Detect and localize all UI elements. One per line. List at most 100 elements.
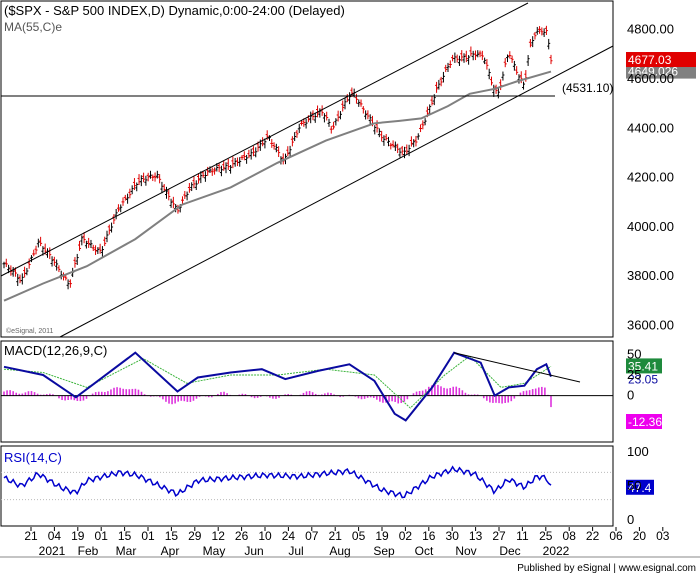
price-bar [407, 144, 411, 157]
x-month-label: 2021 [39, 544, 66, 558]
price-bar [535, 26, 539, 35]
price-bar [501, 71, 505, 81]
price-bar [128, 188, 132, 199]
price-bar [130, 185, 134, 195]
price-bar [52, 256, 56, 266]
macd-tick-label: 50 [627, 346, 641, 361]
macd-line [3, 351, 552, 422]
price-bar [538, 26, 542, 34]
signal-value-badge [626, 358, 662, 374]
price-bar [302, 118, 306, 127]
price-bar [396, 143, 400, 154]
x-day-label: 22 [586, 529, 600, 543]
price-bar [533, 32, 537, 40]
price-bar [210, 167, 214, 176]
price-bar [213, 167, 217, 175]
histogram-value-label: -12.36 [628, 415, 662, 429]
x-day-label: 12 [212, 529, 226, 543]
x-day-label: 26 [235, 529, 249, 543]
price-bar [16, 273, 20, 287]
price-bar [187, 183, 191, 193]
price-bar [419, 124, 423, 133]
price-bar [226, 158, 230, 170]
x-day-label: 07 [305, 529, 319, 543]
price-bar [11, 266, 15, 277]
price-bar [110, 222, 114, 233]
price-bar [510, 55, 514, 63]
x-day-label: 04 [48, 529, 62, 543]
histogram-value-badge [626, 414, 662, 429]
watermark: ©eSignal, 2011 [6, 327, 54, 335]
price-bar [295, 129, 299, 138]
price-bar [222, 160, 226, 171]
price-bar [416, 133, 420, 140]
x-month-label: Mar [116, 544, 137, 558]
price-tick-label: 4200.00 [627, 170, 674, 185]
x-day-label: 16 [422, 529, 436, 543]
price-bar [251, 146, 255, 157]
price-bar [528, 38, 532, 48]
chart-title: ($SPX - S&P 500 INDEX,D) Dynamic,0:00-24… [4, 3, 345, 18]
macd-tick-label: 25 [627, 367, 641, 382]
price-bar [192, 176, 196, 189]
x-month-label: Sep [373, 544, 395, 558]
price-bar [423, 118, 427, 126]
ma-line [3, 70, 552, 302]
x-day-label: 01 [141, 529, 155, 543]
price-bar [300, 119, 304, 126]
last-price-badge [626, 52, 696, 68]
price-bar [229, 165, 233, 174]
price-bar [380, 130, 384, 142]
price-bar [357, 99, 361, 107]
x-month-label: Jun [244, 544, 263, 558]
price-bar [197, 173, 201, 184]
rsi-title: RSI(14,C) [4, 450, 62, 465]
price-bar [270, 139, 274, 148]
price-bar [343, 97, 347, 110]
x-day-label: 02 [399, 529, 413, 543]
price-bar [547, 38, 551, 50]
price-bar [240, 155, 244, 160]
price-bar [146, 172, 150, 182]
channel-upper-line [0, 2, 529, 277]
price-bar [151, 174, 155, 182]
price-bar [400, 145, 404, 156]
price-bar [139, 175, 143, 187]
price-bar [437, 79, 441, 90]
price-bar [338, 111, 342, 120]
price-bar [39, 236, 43, 247]
price-bar [171, 196, 175, 209]
price-bar [457, 55, 461, 66]
price-bar [36, 238, 40, 248]
price-bar [377, 128, 381, 138]
price-bar [489, 76, 493, 86]
price-bar [27, 258, 31, 269]
price-bar [144, 175, 148, 186]
price-bar [185, 191, 189, 201]
price-bar [238, 157, 242, 167]
price-bar [496, 87, 500, 99]
x-day-label: 01 [95, 529, 109, 543]
price-bar [368, 114, 372, 126]
price-bar [114, 208, 118, 220]
price-bar [341, 100, 345, 112]
price-bar [316, 105, 320, 118]
price-bar [132, 178, 136, 191]
rsi-panel-frame [0, 445, 614, 527]
price-bar [84, 240, 88, 249]
price-bar [167, 189, 171, 201]
price-bar [473, 50, 477, 61]
price-bar [116, 204, 120, 212]
price-bar [96, 247, 100, 255]
price-bar [78, 240, 82, 251]
x-day-label: 21 [329, 529, 343, 543]
macd-tick-label: 0 [627, 388, 634, 403]
price-bar [409, 136, 413, 147]
price-bar [91, 244, 95, 252]
x-day-label: 29 [188, 529, 202, 543]
price-bar [334, 118, 338, 126]
x-month-label: Dec [499, 544, 520, 558]
price-panel-frame [0, 0, 614, 338]
x-day-label: 15 [118, 529, 132, 543]
price-bar [391, 140, 395, 148]
